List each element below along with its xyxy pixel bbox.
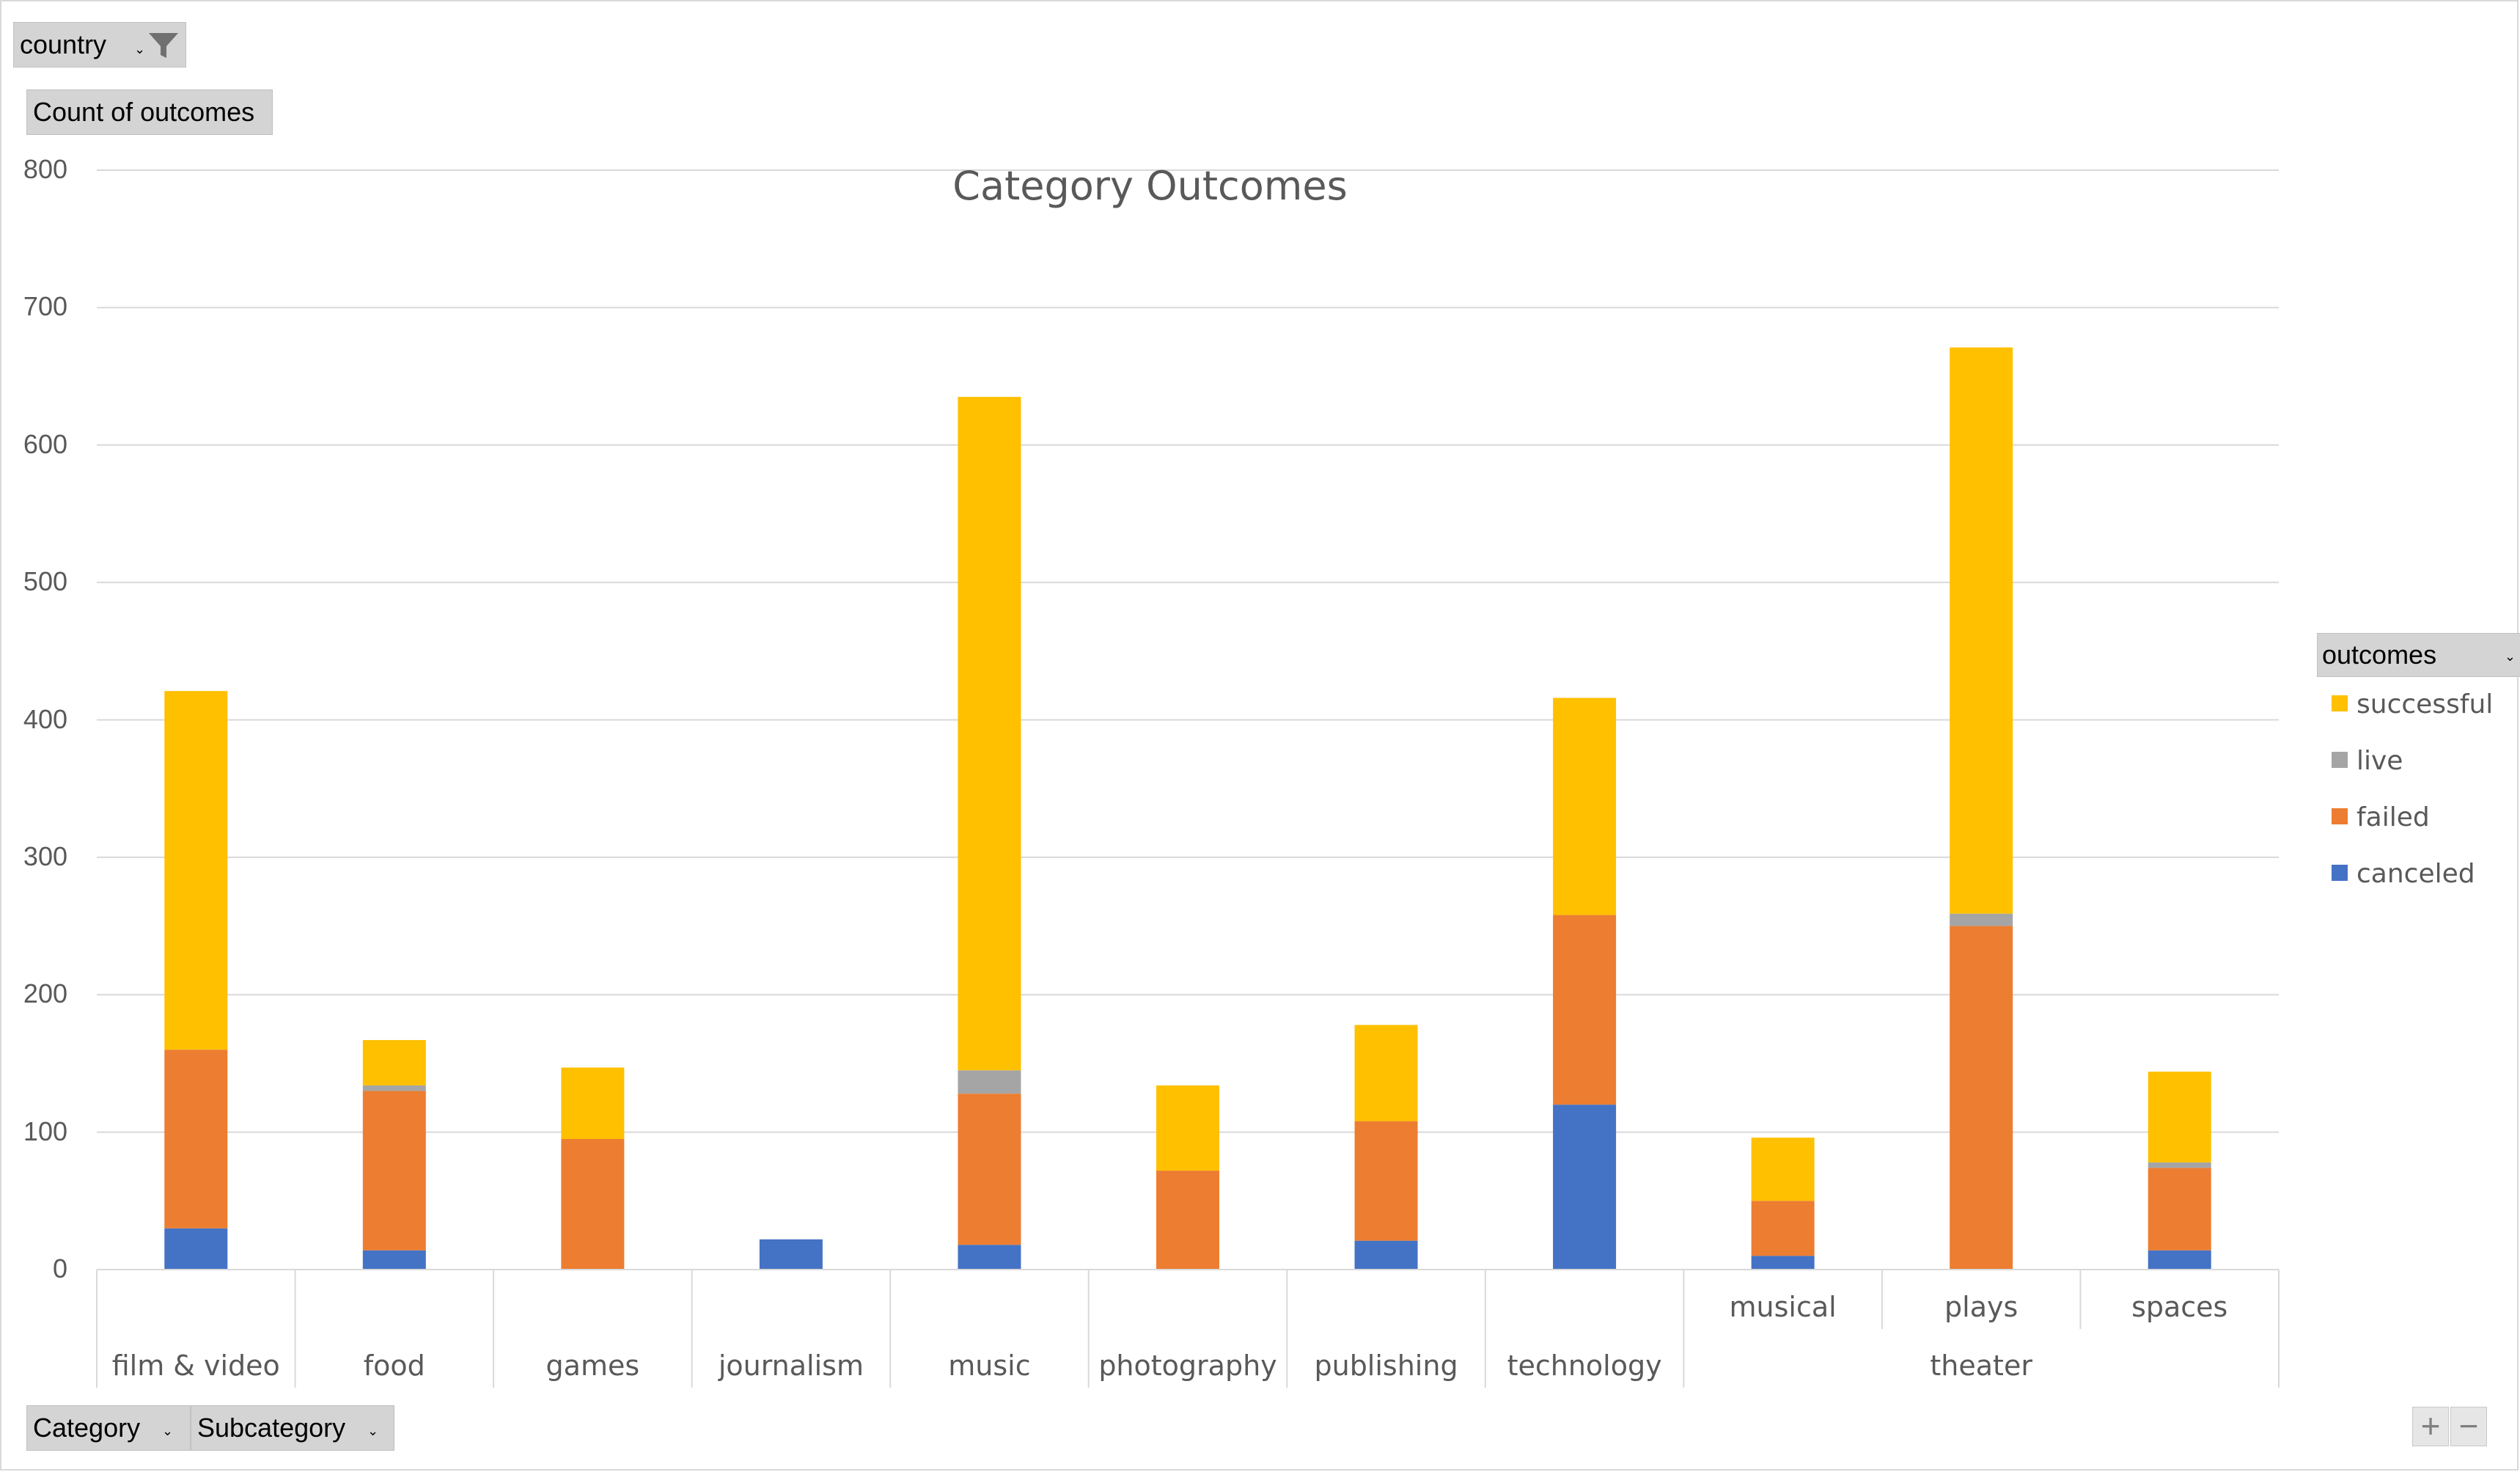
country-filter-label: country xyxy=(20,29,107,59)
bar-segment-successful xyxy=(1950,347,2013,914)
legend-label: live xyxy=(2356,746,2403,776)
bar-segment-canceled xyxy=(1751,1256,1815,1270)
bar-segment-canceled xyxy=(1354,1240,1418,1270)
legend-item-failed: failed xyxy=(2332,802,2430,832)
legend-swatch xyxy=(2332,808,2348,824)
y-tick-label: 700 xyxy=(23,291,67,322)
x-subcategory-label: musical xyxy=(1729,1291,1837,1323)
y-tick-label: 500 xyxy=(23,566,67,597)
bar-segment-canceled xyxy=(759,1239,823,1270)
subcategory-field-label: Subcategory xyxy=(197,1413,346,1443)
bar-segment-failed xyxy=(561,1138,625,1270)
bar-segment-failed xyxy=(1156,1171,1219,1270)
bar-segment-successful xyxy=(561,1067,625,1139)
legend-title: outcomes xyxy=(2322,640,2437,670)
y-tick-label: 300 xyxy=(23,841,67,871)
dropdown-arrow-icon: ⌄ xyxy=(162,1424,174,1438)
bar-segment-live xyxy=(958,1070,1021,1094)
legend-label: successful xyxy=(2356,689,2494,719)
bar-segment-successful xyxy=(362,1040,426,1085)
legend-outcomes-field-button[interactable]: outcomes ⌄ xyxy=(2317,633,2520,677)
x-category-label: theater xyxy=(1930,1350,2032,1382)
bar-segment-successful xyxy=(1156,1085,1219,1171)
x-category-label: food xyxy=(363,1350,425,1382)
bar-segment-failed xyxy=(1354,1121,1418,1241)
bar-segment-successful xyxy=(1553,697,1617,915)
bar-segment-canceled xyxy=(164,1228,228,1270)
legend-item-canceled: canceled xyxy=(2332,859,2475,889)
values-field-label: Count of outcomes xyxy=(33,97,255,127)
bar-segment-live xyxy=(1950,913,2013,926)
bar-segment-canceled xyxy=(362,1250,426,1270)
bar-segment-canceled xyxy=(1553,1105,1617,1270)
category-field-label: Category xyxy=(33,1413,141,1443)
legend-label: canceled xyxy=(2356,859,2475,889)
y-tick-label: 100 xyxy=(23,1116,67,1146)
x-category-label: music xyxy=(948,1350,1031,1382)
dropdown-arrow-icon: ⌄ xyxy=(2504,649,2516,664)
x-category-label: publishing xyxy=(1314,1350,1458,1382)
filter-funnel-icon xyxy=(149,33,178,58)
subcategory-field-button[interactable]: Subcategory ⌄ xyxy=(191,1405,394,1451)
x-category-label: technology xyxy=(1507,1350,1662,1382)
x-category-label: film & video xyxy=(111,1350,280,1382)
y-tick-label: 800 xyxy=(23,154,67,184)
bar-segment-failed xyxy=(2148,1168,2211,1251)
bar-segment-successful xyxy=(958,397,1021,1071)
bar-segment-canceled xyxy=(958,1245,1021,1270)
bar-segment-failed xyxy=(958,1094,1021,1245)
expand-field-button[interactable]: + xyxy=(2412,1407,2449,1446)
collapse-field-button[interactable]: − xyxy=(2450,1407,2487,1446)
bar-segment-successful xyxy=(1354,1025,1418,1121)
x-subcategory-label: spaces xyxy=(2131,1291,2228,1323)
x-category-label: games xyxy=(545,1350,640,1382)
legend-swatch xyxy=(2332,752,2348,768)
bar-segment-failed xyxy=(1751,1201,1815,1256)
bar-segment-failed xyxy=(1950,926,2013,1270)
legend-swatch xyxy=(2332,865,2348,881)
legend-item-live: live xyxy=(2332,746,2403,776)
bar-segment-failed xyxy=(1553,915,1617,1105)
legend-item-successful: successful xyxy=(2332,689,2493,719)
bar-segment-successful xyxy=(2148,1072,2211,1162)
bar-segment-successful xyxy=(164,691,228,1050)
y-tick-label: 0 xyxy=(52,1253,67,1284)
y-tick-label: 200 xyxy=(23,978,67,1009)
bar-segment-live xyxy=(2148,1162,2211,1168)
bar-segment-failed xyxy=(362,1091,426,1251)
bar-segment-live xyxy=(362,1085,426,1091)
category-field-button[interactable]: Category ⌄ xyxy=(26,1405,191,1451)
x-category-label: photography xyxy=(1098,1350,1277,1382)
dropdown-arrow-icon: ⌄ xyxy=(134,42,146,56)
x-category-label: journalism xyxy=(718,1350,864,1382)
country-filter-button[interactable]: country ⌄ xyxy=(13,22,186,67)
bar-segment-successful xyxy=(1751,1138,1815,1201)
values-field-button[interactable]: Count of outcomes xyxy=(26,89,273,135)
legend-swatch xyxy=(2332,695,2348,711)
y-tick-label: 600 xyxy=(23,428,67,459)
dropdown-arrow-icon: ⌄ xyxy=(367,1424,379,1438)
legend-label: failed xyxy=(2356,802,2430,832)
y-tick-label: 400 xyxy=(23,703,67,734)
x-subcategory-label: plays xyxy=(1944,1291,2018,1323)
bar-segment-failed xyxy=(164,1050,228,1229)
bar-segment-canceled xyxy=(2148,1250,2211,1270)
